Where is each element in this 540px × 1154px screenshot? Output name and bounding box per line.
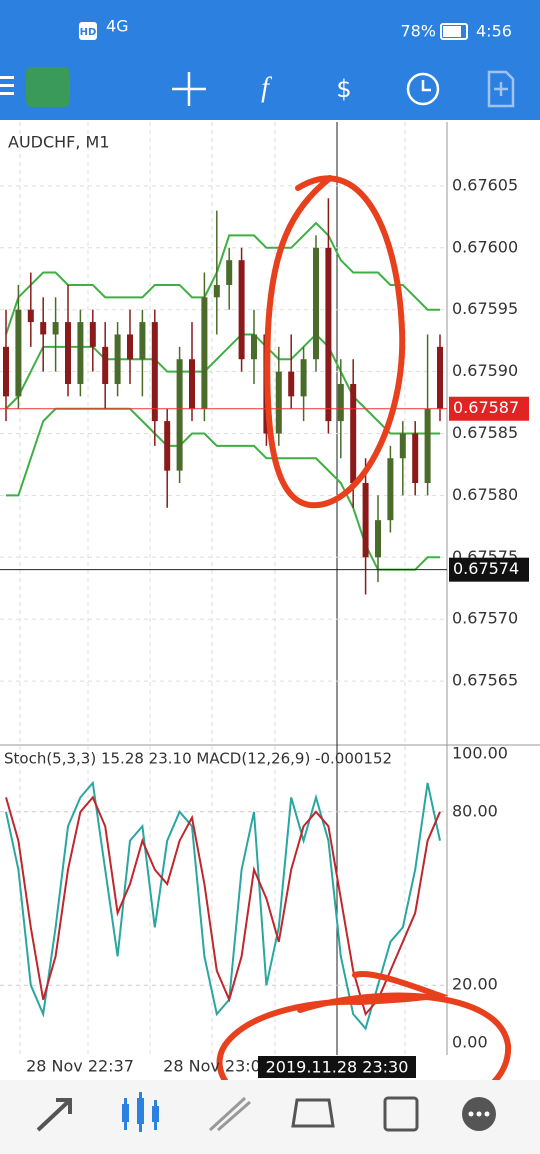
battery-level [443,26,461,37]
y-tick-label: 0.67570 [452,609,518,628]
crosshair-price-box [449,557,529,582]
candle-body [213,284,220,298]
candle-body [52,322,59,335]
candle-body [15,309,22,397]
candle-body [238,260,245,360]
trade-tab[interactable] [208,1096,251,1132]
candle-body [350,383,357,484]
trade-button[interactable]: $ [336,75,351,103]
candle-body [337,383,344,422]
candle-body [102,346,109,384]
y-tick-label: 100.00 [452,744,508,763]
x-tick-label: 28 Nov 23:0 [163,1057,261,1076]
candle-body [412,433,419,484]
candle-body [114,334,121,384]
history-tab[interactable] [291,1098,335,1128]
crosshair-price-label: 0.67574 [453,559,519,578]
clock: 4:56 [476,22,512,41]
y-tick-label: 0.67595 [452,299,518,318]
candle-body [77,322,84,384]
bottom-nav [0,1080,540,1154]
y-tick-label: 0.67590 [452,361,518,380]
y-tick-label: 80.00 [452,801,498,820]
candle-body [127,334,133,360]
crosshair-time-label: 2019.11.28 23:30 [266,1058,409,1077]
candle-body [387,458,394,521]
y-tick-label: 0.67600 [452,237,518,256]
y-tick-label: 0.67585 [452,423,518,442]
y-tick-label: 0.67580 [452,485,518,504]
candle-body [139,322,146,360]
candle-body [189,359,195,409]
candle-body [176,359,183,471]
messages-tab[interactable] [462,1097,496,1131]
network-label: HD [80,27,97,38]
indicator-line [5,221,440,335]
candle-body [40,322,47,335]
battery-icon [440,23,468,40]
candle-body [27,309,34,323]
current-price-box [449,396,529,421]
news-tab[interactable] [383,1096,419,1132]
signal-label: 4G [106,17,129,36]
app-logo[interactable] [26,67,70,107]
candle-body [424,408,431,484]
candle-body [151,322,158,422]
indicator-line [5,795,441,1017]
candle-body [226,260,233,285]
candle-body [3,346,9,397]
indicator-line [5,780,441,1031]
symbol-title: AUDCHF, M1 [8,133,110,152]
y-tick-label: 0.67565 [452,671,518,690]
candle-body [399,433,406,459]
quotes-tab[interactable] [36,1098,72,1132]
candle-body [164,421,171,471]
candle-body [325,247,332,422]
candle-body [288,371,295,397]
candle-body [201,297,208,409]
indicator-title: Stoch(5,3,3) 15.28 23.10 MACD(12,26,9) -… [4,750,392,768]
chart-tab[interactable] [122,1092,159,1132]
y-tick-label: 20.00 [452,975,498,994]
candle-body [437,346,443,409]
period-button[interactable] [406,72,440,106]
y-tick-label: 0.00 [452,1033,488,1052]
candle-body [375,520,381,558]
battery: 78% [400,22,436,41]
plot [0,122,447,1055]
candle-body [251,334,257,360]
crosshair-time-box [258,1056,416,1078]
candle-body [313,247,319,360]
candle-body [300,359,307,397]
candle-body [89,322,96,347]
hd-badge [79,22,97,40]
indicator-line [5,333,440,435]
top-bar [0,0,540,120]
candle-body [275,371,282,434]
indicator-line [6,407,440,571]
y-tick-label: 0.67605 [452,175,518,194]
x-tick-label: 28 Nov 22:37 [26,1057,134,1076]
current-price-label: 0.67587 [453,398,519,417]
crosshair-button[interactable] [172,72,206,106]
new-order-button[interactable] [487,70,515,108]
menu[interactable] [0,76,14,95]
candle-body [65,322,71,384]
candle-body [362,483,369,558]
indicators-button[interactable]: f [261,72,272,103]
